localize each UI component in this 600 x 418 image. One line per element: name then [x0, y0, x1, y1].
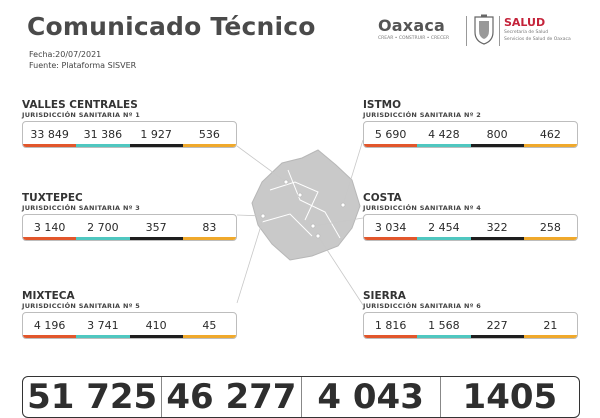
totals-bar: 51 725 46 277 4 043 1405	[22, 376, 580, 418]
region-value: 410	[129, 313, 184, 338]
region-name: MIXTECA	[22, 290, 75, 302]
salud-subtitle: Secretaría de Salud	[504, 30, 549, 35]
region-value: 1 568	[417, 313, 471, 338]
region-value: 1 927	[129, 122, 184, 147]
region-value: 3 034	[364, 215, 418, 240]
region-name: SIERRA	[363, 290, 406, 302]
region-value: 2 700	[76, 215, 130, 240]
region-jurisdiction: JURISDICCIÓN SANITARIA Nº 1	[22, 111, 141, 119]
region-value: 83	[182, 215, 236, 240]
region-value: 800	[470, 122, 525, 147]
header-logos: Oaxaca CREAR • CONSTRUIR • CRECER SALUD …	[378, 14, 578, 50]
page-title: Comunicado Técnico	[27, 12, 316, 41]
region-figures: 1 816 1 568 227 21	[363, 312, 578, 339]
region-sierra: SIERRA JURISDICCIÓN SANITARIA Nº 6 1 816…	[363, 291, 578, 339]
date-line: Fecha:20/07/2021	[29, 50, 102, 59]
region-value: 258	[523, 215, 577, 240]
region-value: 45	[182, 313, 236, 338]
region-value: 4 428	[417, 122, 471, 147]
region-value: 33 849	[23, 122, 77, 147]
region-value: 357	[129, 215, 184, 240]
region-valles-centrales: VALLES CENTRALES JURISDICCIÓN SANITARIA …	[22, 100, 237, 148]
region-mixteca: MIXTECA JURISDICCIÓN SANITARIA Nº 5 4 19…	[22, 291, 237, 339]
source-line: Fuente: Plataforma SISVER	[29, 61, 137, 70]
region-jurisdiction: JURISDICCIÓN SANITARIA Nº 4	[363, 204, 482, 212]
region-value: 5 690	[364, 122, 418, 147]
logo-divider	[466, 16, 467, 46]
region-value: 3 741	[76, 313, 130, 338]
region-jurisdiction: JURISDICCIÓN SANITARIA Nº 2	[363, 111, 482, 119]
region-tuxtepec: TUXTEPEC JURISDICCIÓN SANITARIA Nº 3 3 1…	[22, 193, 237, 241]
oaxaca-tagline: CREAR • CONSTRUIR • CRECER	[378, 36, 450, 41]
region-jurisdiction: JURISDICCIÓN SANITARIA Nº 6	[363, 302, 482, 310]
region-name: COSTA	[363, 192, 402, 204]
total-value: 46 277	[162, 377, 302, 417]
salud-word: SALUD	[504, 16, 546, 29]
oaxaca-logo: Oaxaca CREAR • CONSTRUIR • CRECER	[378, 16, 463, 41]
oaxaca-word: Oaxaca	[378, 16, 445, 35]
region-value: 2 454	[417, 215, 471, 240]
region-figures: 33 849 31 386 1 927 536	[22, 121, 237, 148]
logo-divider	[499, 16, 500, 46]
region-figures: 5 690 4 428 800 462	[363, 121, 578, 148]
region-value: 4 196	[23, 313, 77, 338]
region-value: 21	[523, 313, 577, 338]
region-name: ISTMO	[363, 99, 402, 111]
region-costa: COSTA JURISDICCIÓN SANITARIA Nº 4 3 034 …	[363, 193, 578, 241]
region-value: 227	[470, 313, 525, 338]
total-value: 1405	[462, 377, 558, 417]
region-jurisdiction: JURISDICCIÓN SANITARIA Nº 5	[22, 302, 141, 310]
region-value: 536	[182, 122, 236, 147]
region-value: 31 386	[76, 122, 130, 147]
total-value: 4 043	[302, 377, 441, 417]
total-value: 51 725	[23, 377, 163, 417]
region-value: 3 140	[23, 215, 77, 240]
region-value: 1 816	[364, 313, 418, 338]
salud-subtitle: Servicios de Salud de Oaxaca	[504, 36, 571, 42]
salud-logo: SALUD Secretaría de Salud Servicios de S…	[504, 16, 578, 42]
region-name: VALLES CENTRALES	[22, 99, 138, 111]
region-istmo: ISTMO JURISDICCIÓN SANITARIA Nº 2 5 690 …	[363, 100, 578, 148]
region-value: 322	[470, 215, 525, 240]
region-value: 462	[523, 122, 577, 147]
region-name: TUXTEPEC	[22, 192, 83, 204]
state-seal-icon	[474, 14, 494, 45]
region-figures: 3 140 2 700 357 83	[22, 214, 237, 241]
region-jurisdiction: JURISDICCIÓN SANITARIA Nº 3	[22, 204, 141, 212]
region-figures: 3 034 2 454 322 258	[363, 214, 578, 241]
region-figures: 4 196 3 741 410 45	[22, 312, 237, 339]
